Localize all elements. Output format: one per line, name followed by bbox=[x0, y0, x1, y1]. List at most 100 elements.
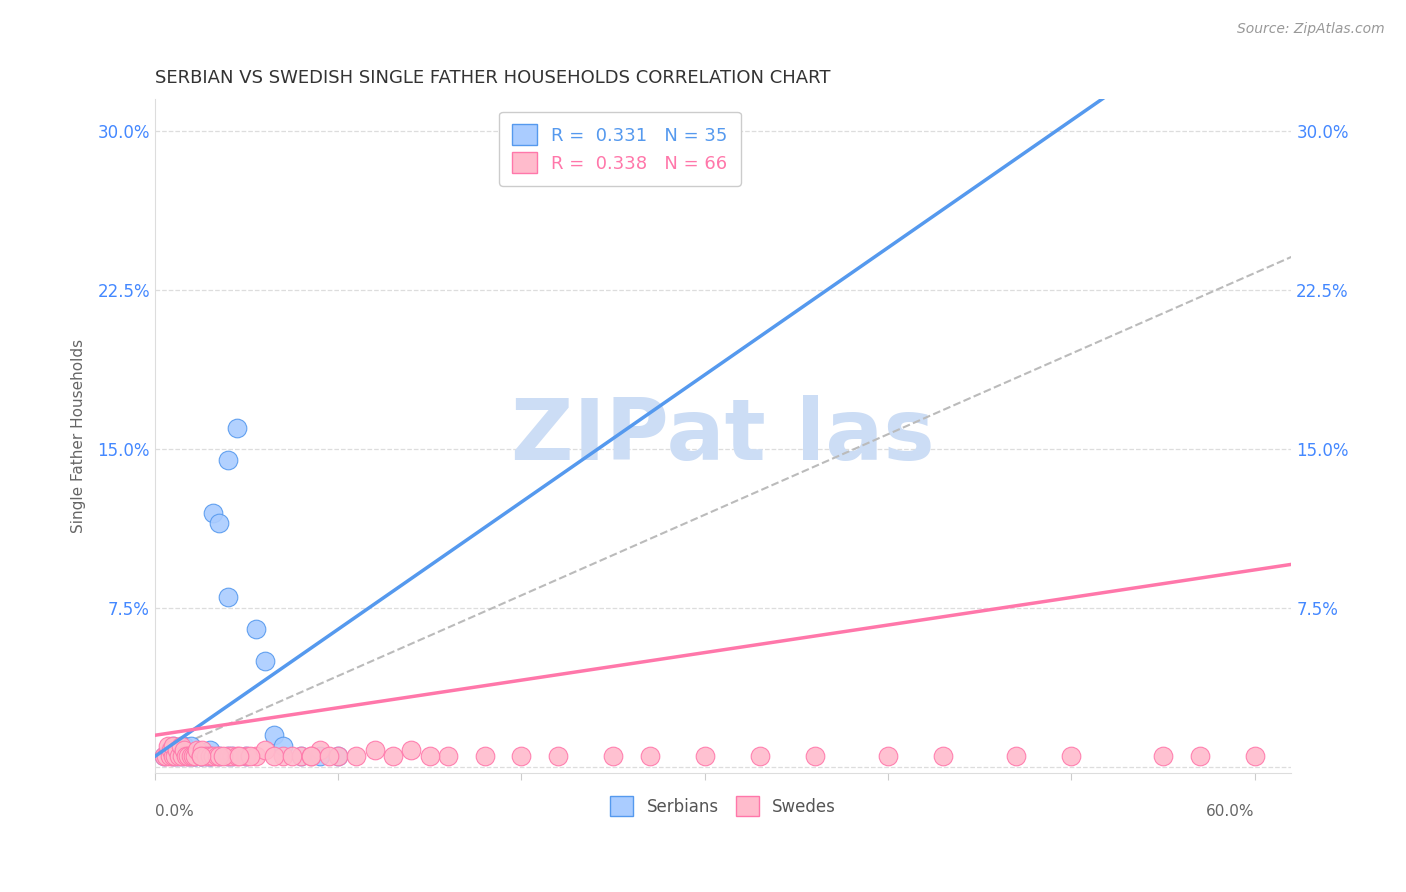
Point bbox=[191, 743, 214, 757]
Point bbox=[638, 749, 661, 764]
Point bbox=[217, 452, 239, 467]
Point bbox=[547, 749, 569, 764]
Point bbox=[198, 743, 221, 757]
Point bbox=[308, 749, 330, 764]
Point bbox=[217, 749, 239, 764]
Point bbox=[195, 749, 218, 764]
Point bbox=[190, 749, 212, 764]
Point bbox=[162, 739, 184, 753]
Point bbox=[226, 421, 249, 435]
Y-axis label: Single Father Households: Single Father Households bbox=[72, 339, 86, 533]
Point bbox=[271, 739, 294, 753]
Point bbox=[156, 739, 179, 753]
Point bbox=[803, 749, 825, 764]
Point bbox=[183, 749, 205, 764]
Text: 0.0%: 0.0% bbox=[155, 804, 194, 819]
Point bbox=[299, 749, 322, 764]
Point bbox=[253, 743, 276, 757]
Point bbox=[208, 749, 231, 764]
Point bbox=[180, 749, 202, 764]
Point bbox=[382, 749, 405, 764]
Point bbox=[346, 749, 368, 764]
Point bbox=[217, 591, 239, 605]
Point bbox=[263, 728, 285, 742]
Point bbox=[159, 743, 181, 757]
Point bbox=[602, 749, 624, 764]
Point bbox=[198, 749, 221, 764]
Point bbox=[245, 622, 267, 636]
Point bbox=[174, 749, 197, 764]
Point bbox=[221, 749, 243, 764]
Point bbox=[177, 749, 200, 764]
Point bbox=[202, 749, 225, 764]
Point bbox=[281, 749, 304, 764]
Text: 60.0%: 60.0% bbox=[1206, 804, 1254, 819]
Point bbox=[169, 739, 191, 753]
Point bbox=[184, 749, 207, 764]
Point bbox=[180, 749, 202, 764]
Point bbox=[190, 749, 212, 764]
Point bbox=[153, 749, 176, 764]
Point bbox=[235, 749, 257, 764]
Point bbox=[167, 749, 190, 764]
Point bbox=[217, 749, 239, 764]
Point bbox=[166, 749, 188, 764]
Point bbox=[208, 749, 231, 764]
Point bbox=[693, 749, 716, 764]
Point bbox=[932, 749, 955, 764]
Point bbox=[748, 749, 770, 764]
Legend: Serbians, Swedes: Serbians, Swedes bbox=[603, 789, 842, 822]
Point bbox=[877, 749, 900, 764]
Point bbox=[1060, 749, 1083, 764]
Point bbox=[290, 749, 312, 764]
Point bbox=[228, 749, 250, 764]
Point bbox=[180, 739, 202, 753]
Point bbox=[184, 749, 207, 764]
Point bbox=[172, 749, 194, 764]
Point bbox=[198, 749, 221, 764]
Point bbox=[474, 749, 496, 764]
Point bbox=[290, 749, 312, 764]
Point bbox=[308, 743, 330, 757]
Point bbox=[318, 749, 340, 764]
Point bbox=[162, 739, 184, 753]
Point bbox=[1152, 749, 1174, 764]
Point bbox=[253, 654, 276, 668]
Point bbox=[235, 749, 257, 764]
Point bbox=[190, 749, 212, 764]
Point bbox=[1243, 749, 1265, 764]
Point bbox=[226, 749, 249, 764]
Point bbox=[245, 749, 267, 764]
Point bbox=[299, 749, 322, 764]
Point bbox=[510, 749, 533, 764]
Point bbox=[160, 743, 183, 757]
Point bbox=[159, 749, 181, 764]
Point bbox=[419, 749, 441, 764]
Point bbox=[186, 743, 208, 757]
Point bbox=[437, 749, 460, 764]
Point bbox=[221, 749, 243, 764]
Point bbox=[195, 749, 218, 764]
Text: Source: ZipAtlas.com: Source: ZipAtlas.com bbox=[1237, 22, 1385, 37]
Point bbox=[173, 743, 195, 757]
Text: ZIPat las: ZIPat las bbox=[512, 395, 935, 478]
Point bbox=[153, 749, 176, 764]
Point bbox=[208, 516, 231, 531]
Point bbox=[198, 749, 221, 764]
Point bbox=[177, 749, 200, 764]
Point bbox=[190, 749, 212, 764]
Point bbox=[271, 749, 294, 764]
Point bbox=[239, 749, 262, 764]
Point bbox=[401, 743, 423, 757]
Point bbox=[328, 749, 350, 764]
Point bbox=[162, 749, 184, 764]
Text: SERBIAN VS SWEDISH SINGLE FATHER HOUSEHOLDS CORRELATION CHART: SERBIAN VS SWEDISH SINGLE FATHER HOUSEHO… bbox=[155, 69, 831, 87]
Point bbox=[155, 749, 177, 764]
Point bbox=[263, 749, 285, 764]
Point bbox=[211, 749, 233, 764]
Point bbox=[184, 749, 207, 764]
Point bbox=[205, 749, 228, 764]
Point bbox=[1005, 749, 1028, 764]
Point bbox=[163, 749, 186, 764]
Point bbox=[1188, 749, 1211, 764]
